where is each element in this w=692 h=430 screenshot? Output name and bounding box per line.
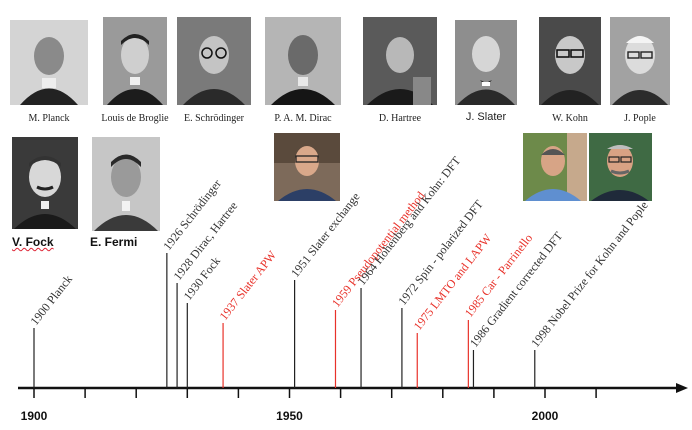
- axis-tick-label: 1950: [276, 409, 303, 423]
- event-label: 1998 Nobel Prize for Kohn and Pople: [528, 198, 651, 349]
- portrait-pople: [610, 17, 670, 105]
- event-label: 1937 Slater APW: [216, 248, 279, 323]
- name-fermi: E. Fermi: [90, 235, 138, 249]
- axis-tick-label: 2000: [532, 409, 559, 423]
- event-label: 1964 Hohenberg and Kohn: DFT: [354, 153, 463, 288]
- portrait-slater: [455, 20, 517, 105]
- event-label: 1900 Planck: [27, 272, 75, 328]
- portrait-schrodinger: [177, 17, 251, 105]
- name-hartree: D. Hartree: [378, 113, 422, 124]
- portrait-kohn: [539, 17, 601, 105]
- portrait-de-broglie: [103, 17, 167, 105]
- axis-tick-label: 1900: [21, 409, 48, 423]
- portrait-fermi: [92, 137, 160, 231]
- portrait-hartree: [363, 17, 437, 105]
- name-fock: V. Fock: [12, 235, 72, 249]
- photo-color-2: [523, 133, 587, 201]
- name-planck: M. Planck: [28, 113, 70, 124]
- name-kohn: W. Kohn: [552, 113, 588, 124]
- name-schrodinger: E. Schrödinger: [184, 113, 244, 124]
- event-label: 1951 Slater exchange: [288, 190, 363, 280]
- portrait-dirac: [265, 17, 341, 105]
- name-pople: J. Pople: [624, 113, 656, 124]
- name-dirac: P. A. M. Dirac: [274, 113, 332, 124]
- photo-color-1: [274, 133, 340, 201]
- portrait-fock: [12, 137, 78, 229]
- photo-color-3: [589, 133, 652, 201]
- timeline-arrowhead: [676, 383, 688, 393]
- name-slater: J. Slater: [465, 111, 507, 123]
- portrait-planck: [10, 20, 88, 105]
- event-label: 1926 Schrödinger: [160, 177, 224, 253]
- name-fock-text: V. Fock: [12, 235, 54, 249]
- name-de-broglie: Louis de Broglie: [101, 113, 169, 124]
